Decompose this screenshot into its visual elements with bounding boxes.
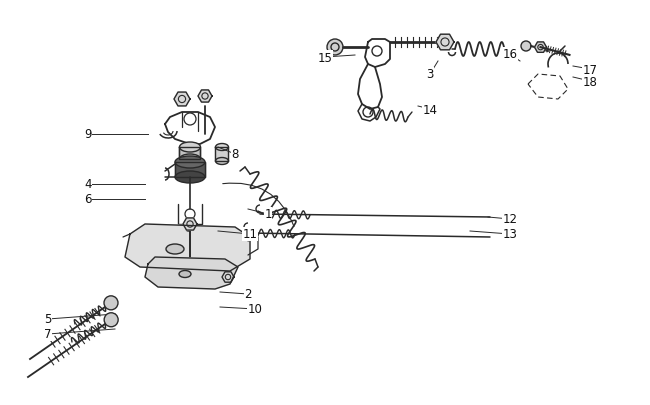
Ellipse shape [216,158,229,165]
Polygon shape [145,257,238,289]
Text: 13: 13 [502,228,517,241]
Text: 12: 12 [502,213,517,226]
Circle shape [104,296,118,310]
Polygon shape [175,162,205,177]
Text: 8: 8 [231,148,239,161]
Ellipse shape [175,172,205,183]
Circle shape [327,40,343,56]
Polygon shape [215,148,228,162]
Ellipse shape [175,157,205,168]
Text: 2: 2 [244,288,252,301]
Polygon shape [534,43,547,53]
Polygon shape [183,218,197,230]
Text: 18: 18 [582,75,597,88]
Text: 7: 7 [44,328,52,341]
Circle shape [104,313,118,327]
Circle shape [521,42,531,52]
Polygon shape [198,91,212,103]
Text: 1: 1 [265,208,272,221]
Polygon shape [125,224,250,271]
Polygon shape [222,272,234,283]
Text: 3: 3 [426,68,434,81]
Text: 9: 9 [84,128,92,141]
Text: 5: 5 [44,313,52,326]
Ellipse shape [179,143,200,153]
Text: 17: 17 [582,63,597,76]
Ellipse shape [216,144,229,151]
Text: 16: 16 [502,48,517,61]
Polygon shape [179,148,200,160]
Ellipse shape [179,271,191,278]
Text: 11: 11 [242,228,257,241]
Ellipse shape [166,244,184,254]
Text: 4: 4 [84,178,92,191]
Polygon shape [436,35,454,51]
Ellipse shape [179,155,200,164]
Polygon shape [174,93,190,107]
Text: 6: 6 [84,193,92,206]
Text: 14: 14 [422,103,437,116]
Text: 15: 15 [318,51,332,64]
Text: 10: 10 [248,303,263,316]
